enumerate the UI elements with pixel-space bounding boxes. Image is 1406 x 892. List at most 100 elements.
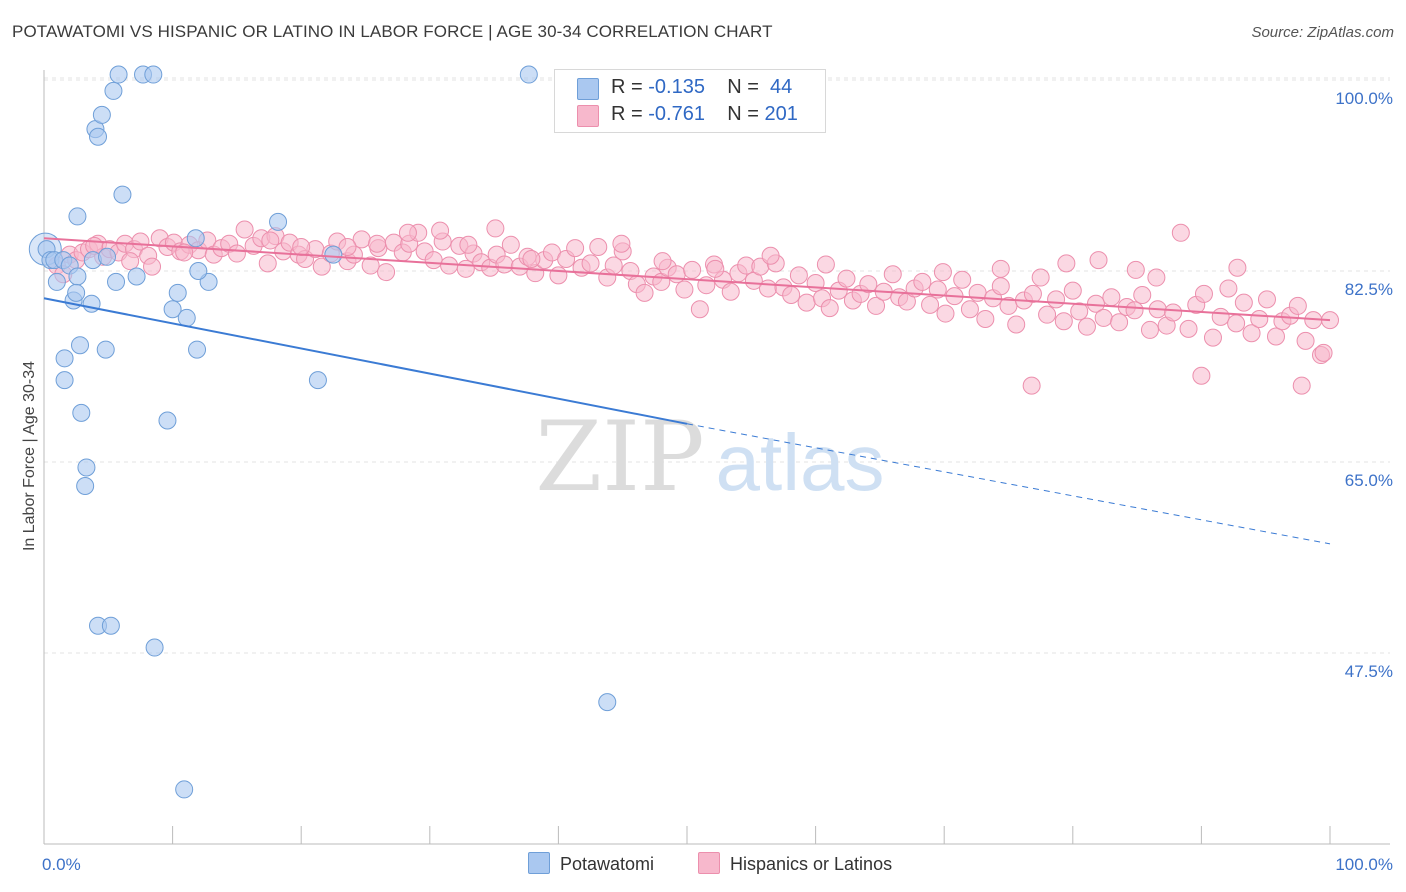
legend-swatch-blue — [577, 78, 599, 100]
point-hispanics-36 — [312, 257, 331, 276]
point-potawatomi-22 — [96, 340, 115, 359]
point-hispanics-176 — [933, 263, 952, 282]
point-hispanics-138 — [1110, 313, 1129, 332]
point-potawatomi-21 — [98, 247, 117, 266]
point-hispanics-71 — [589, 237, 608, 256]
point-hispanics-83 — [683, 260, 702, 279]
point-potawatomi-35 — [188, 340, 207, 359]
bottom-legend-hispanics: Hispanics or Latinos — [698, 852, 892, 875]
y-tick-label-2: 82.5% — [1345, 280, 1393, 299]
point-hispanics-107 — [867, 296, 886, 315]
point-hispanics-145 — [1164, 303, 1183, 322]
series-potawatomi-points — [28, 65, 617, 799]
point-hispanics-12 — [131, 232, 150, 251]
point-hispanics-189 — [292, 237, 311, 256]
point-hispanics-25 — [227, 244, 246, 263]
point-potawatomi-39 — [308, 371, 327, 390]
point-hispanics-155 — [1242, 324, 1261, 343]
trend-line-potawatomi — [43, 297, 688, 425]
point-potawatomi-44 — [145, 638, 164, 657]
point-hispanics-192 — [121, 252, 140, 271]
point-hispanics-116 — [936, 304, 955, 323]
point-hispanics-132 — [1063, 281, 1082, 300]
point-potawatomi-25 — [107, 272, 126, 291]
x-tick-label-min: 0.0% — [42, 855, 81, 874]
point-hispanics-129 — [1038, 305, 1057, 324]
axes — [43, 70, 1390, 845]
point-potawatomi-15 — [76, 477, 95, 496]
point-hispanics-29 — [258, 254, 277, 273]
point-potawatomi-3 — [47, 272, 66, 291]
point-hispanics-52 — [440, 256, 459, 275]
point-hispanics-170 — [1147, 268, 1166, 287]
point-hispanics-157 — [1257, 290, 1276, 309]
point-potawatomi-34 — [186, 229, 205, 248]
correlation-legend: R = -0.135 N = 44 R = -0.761 N = 201 — [554, 69, 826, 133]
point-hispanics-130 — [1047, 290, 1066, 309]
point-hispanics-152 — [1219, 279, 1238, 298]
point-hispanics-156 — [1250, 310, 1269, 329]
point-hispanics-14 — [143, 257, 162, 276]
legend-swatch-pink — [577, 105, 599, 127]
point-hispanics-173 — [1089, 251, 1108, 270]
point-hispanics-154 — [1234, 293, 1253, 312]
point-hispanics-125 — [1007, 315, 1026, 334]
point-potawatomi-38 — [269, 212, 288, 231]
point-potawatomi-24 — [109, 65, 128, 84]
point-hispanics-187 — [368, 234, 387, 253]
point-potawatomi-29 — [144, 65, 163, 84]
point-hispanics-54 — [456, 259, 475, 278]
point-hispanics-128 — [1031, 268, 1050, 287]
legend-n-label: N = — [727, 76, 759, 98]
legend-r-label: R = — [611, 76, 643, 98]
point-hispanics-185 — [431, 221, 450, 240]
bottom-legend-potawatomi: Potawatomi — [528, 852, 654, 875]
point-hispanics-113 — [913, 272, 932, 291]
point-potawatomi-27 — [127, 267, 146, 286]
point-hispanics-98 — [797, 293, 816, 312]
point-potawatomi-43 — [101, 616, 120, 635]
point-hispanics-169 — [1022, 376, 1041, 395]
point-hispanics-177 — [816, 255, 835, 274]
point-hispanics-136 — [1094, 308, 1113, 327]
legend-n-value: 44 — [770, 76, 793, 98]
point-hispanics-93 — [759, 279, 778, 298]
y-tick-label-1: 65.0% — [1345, 471, 1393, 490]
point-hispanics-88 — [721, 282, 740, 301]
point-hispanics-42 — [361, 256, 380, 275]
point-hispanics-171 — [1228, 258, 1247, 277]
series-hispanics-points — [47, 219, 1339, 395]
point-hispanics-142 — [1140, 320, 1159, 339]
point-hispanics-181 — [612, 234, 631, 253]
point-potawatomi-12 — [71, 336, 90, 355]
point-hispanics-70 — [581, 254, 600, 273]
point-hispanics-140 — [1125, 301, 1144, 320]
point-hispanics-127 — [1023, 284, 1042, 303]
point-potawatomi-26 — [113, 185, 132, 204]
point-hispanics-118 — [953, 270, 972, 289]
point-potawatomi-14 — [77, 458, 96, 477]
point-hispanics-150 — [1203, 328, 1222, 347]
point-hispanics-186 — [398, 223, 417, 242]
point-hispanics-106 — [859, 275, 878, 294]
point-hispanics-115 — [928, 280, 947, 299]
legend-r-value: -0.135 — [648, 76, 705, 98]
point-potawatomi-19 — [89, 127, 108, 146]
point-hispanics-109 — [883, 265, 902, 284]
point-hispanics-167 — [1292, 376, 1311, 395]
point-hispanics-59 — [495, 255, 514, 274]
point-hispanics-96 — [782, 286, 801, 305]
point-potawatomi-46 — [175, 780, 194, 799]
point-hispanics-162 — [1296, 331, 1315, 350]
point-potawatomi-41 — [519, 65, 538, 84]
point-hispanics-137 — [1102, 288, 1121, 307]
point-hispanics-190 — [261, 231, 280, 250]
point-potawatomi-37 — [189, 262, 208, 280]
point-hispanics-99 — [806, 274, 825, 293]
point-hispanics-101 — [820, 299, 839, 318]
point-hispanics-44 — [377, 263, 396, 282]
point-hispanics-179 — [706, 259, 725, 278]
point-hispanics-26 — [235, 220, 254, 239]
bottom-legend-label: Potawatomi — [560, 854, 655, 874]
